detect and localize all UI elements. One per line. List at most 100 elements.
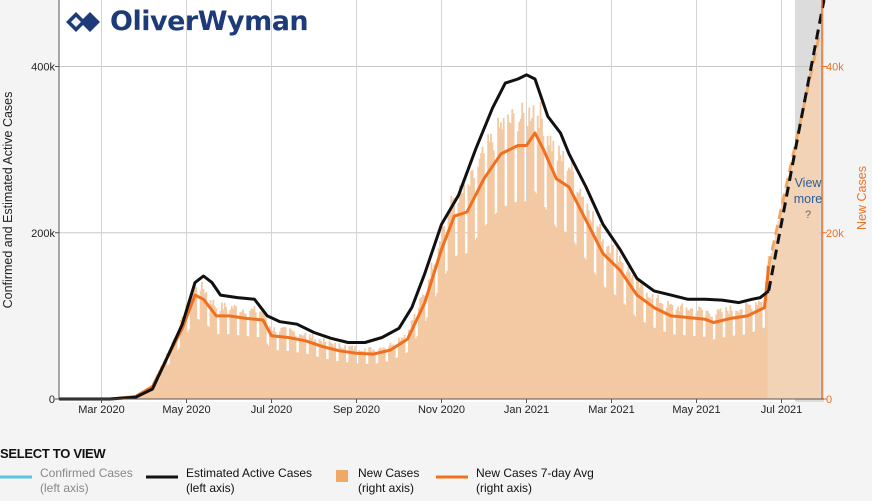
x-tick-label: Jul 2021 xyxy=(761,404,803,416)
new-cases-bar xyxy=(606,246,609,399)
new-cases-bar xyxy=(660,302,662,399)
new-cases-bar xyxy=(583,257,586,399)
new-cases-bar xyxy=(355,363,358,399)
new-cases-bar xyxy=(609,253,611,399)
new-cases-bar xyxy=(379,347,382,399)
y-tick-label: 400k xyxy=(31,62,55,74)
new-cases-bar xyxy=(759,301,762,399)
new-cases-bar xyxy=(640,281,643,399)
new-cases-bar xyxy=(636,278,638,399)
new-cases-bar xyxy=(464,253,467,399)
new-cases-bar xyxy=(674,334,677,399)
new-cases-bar xyxy=(743,334,746,399)
legend-item-confirmed-cases[interactable]: Confirmed Cases (left axis) xyxy=(0,466,133,496)
new-cases-projection-bar xyxy=(789,169,791,399)
new-cases-bar xyxy=(478,158,481,399)
new-cases-bar xyxy=(688,310,691,399)
new-cases-bar xyxy=(208,326,210,399)
new-cases-bar xyxy=(337,361,339,399)
new-cases-bar xyxy=(412,319,414,399)
new-cases-bar xyxy=(749,304,752,399)
new-cases-bar xyxy=(305,353,308,399)
legend-item-estimated-active-cases[interactable]: Estimated Active Cases (left axis) xyxy=(146,466,312,496)
new-cases-bar xyxy=(563,231,566,399)
new-cases-bar xyxy=(209,300,212,399)
new-cases-bar xyxy=(470,171,473,399)
view-more-link[interactable]: View more ? xyxy=(786,175,830,223)
new-cases-bar xyxy=(429,278,431,399)
new-cases-bar xyxy=(492,150,495,399)
new-cases-bar xyxy=(290,329,293,399)
new-cases-bar xyxy=(575,244,577,399)
y-axis-label: Confirmed and Estimated Active Cases xyxy=(1,92,15,309)
new-cases-bar xyxy=(354,346,356,399)
new-cases-bar xyxy=(361,350,363,399)
new-cases-bar xyxy=(681,303,684,399)
new-cases-bar xyxy=(705,310,708,399)
new-cases-bar xyxy=(753,331,756,399)
new-cases-projection-bar xyxy=(797,130,800,399)
new-cases-bar xyxy=(593,272,596,399)
new-cases-bar xyxy=(297,352,300,399)
new-cases-projection-bar xyxy=(815,46,818,400)
new-cases-bar xyxy=(291,330,294,399)
new-cases-bar xyxy=(602,239,604,399)
new-cases-bar xyxy=(611,244,614,399)
legend-sub: (right axis) xyxy=(358,481,415,495)
new-cases-bar xyxy=(386,361,389,399)
new-cases-bar xyxy=(463,183,465,399)
new-cases-bar xyxy=(558,145,560,399)
new-cases-bar xyxy=(144,389,147,399)
new-cases-projection-bar xyxy=(806,91,808,399)
new-cases-bar xyxy=(726,310,729,399)
new-cases-bar xyxy=(356,363,359,399)
new-cases-bar xyxy=(396,357,399,399)
new-cases-bar xyxy=(177,350,179,399)
new-cases-bar xyxy=(655,298,658,399)
new-cases-bar xyxy=(685,307,688,399)
new-cases-7-day-avg-swatch xyxy=(436,475,468,479)
new-cases-bar xyxy=(430,262,433,399)
new-cases-bar xyxy=(439,241,441,399)
new-cases-bar xyxy=(661,303,664,399)
new-cases-bar xyxy=(199,290,202,399)
new-cases-bar xyxy=(245,313,247,399)
new-cases-bar xyxy=(552,140,555,399)
new-cases-bar xyxy=(293,331,295,399)
new-cases-bar xyxy=(747,304,750,399)
new-cases-bar xyxy=(381,349,383,399)
new-cases-bar xyxy=(633,314,635,399)
new-cases-bar xyxy=(569,168,572,399)
new-cases-bar xyxy=(460,189,463,399)
new-cases-bar xyxy=(236,335,239,399)
new-cases-bar xyxy=(689,308,692,399)
new-cases-bar xyxy=(573,242,576,399)
new-cases-bar xyxy=(498,127,501,399)
legend-item-new-cases-7-day-avg[interactable]: New Cases 7-day Avg (right axis) xyxy=(436,466,594,496)
new-cases-bar xyxy=(565,232,567,399)
new-cases-bar xyxy=(436,292,439,399)
new-cases-bar xyxy=(279,331,281,399)
new-cases-bar xyxy=(456,255,458,399)
new-cases-bar xyxy=(736,310,739,399)
new-cases-bar xyxy=(372,349,375,399)
new-cases-projection-bar xyxy=(801,110,804,399)
new-cases-bar xyxy=(559,154,562,399)
new-cases-bar xyxy=(485,223,488,399)
new-cases-bar xyxy=(709,316,712,399)
new-cases-bar xyxy=(287,351,290,399)
y2-tick-label: 40k xyxy=(826,62,844,74)
x-tick-label: Mar 2020 xyxy=(78,404,124,416)
x-tick-label: Mar 2021 xyxy=(588,404,634,416)
legend-item-new-cases[interactable]: New Cases (right axis) xyxy=(336,466,419,496)
new-cases-bar xyxy=(220,302,223,399)
new-cases-bar xyxy=(599,224,601,399)
new-cases-bar xyxy=(713,339,716,399)
new-cases-bar xyxy=(211,304,213,399)
new-cases-bar xyxy=(215,308,218,399)
new-cases-bar xyxy=(447,214,450,399)
new-cases-bar xyxy=(461,192,464,399)
new-cases-bar xyxy=(495,212,498,399)
new-cases-bar xyxy=(165,353,168,399)
chart-area: 0 200k 400k 0 20k 40k Mar 2020 May 2020 Jul 20… xyxy=(1,0,869,416)
